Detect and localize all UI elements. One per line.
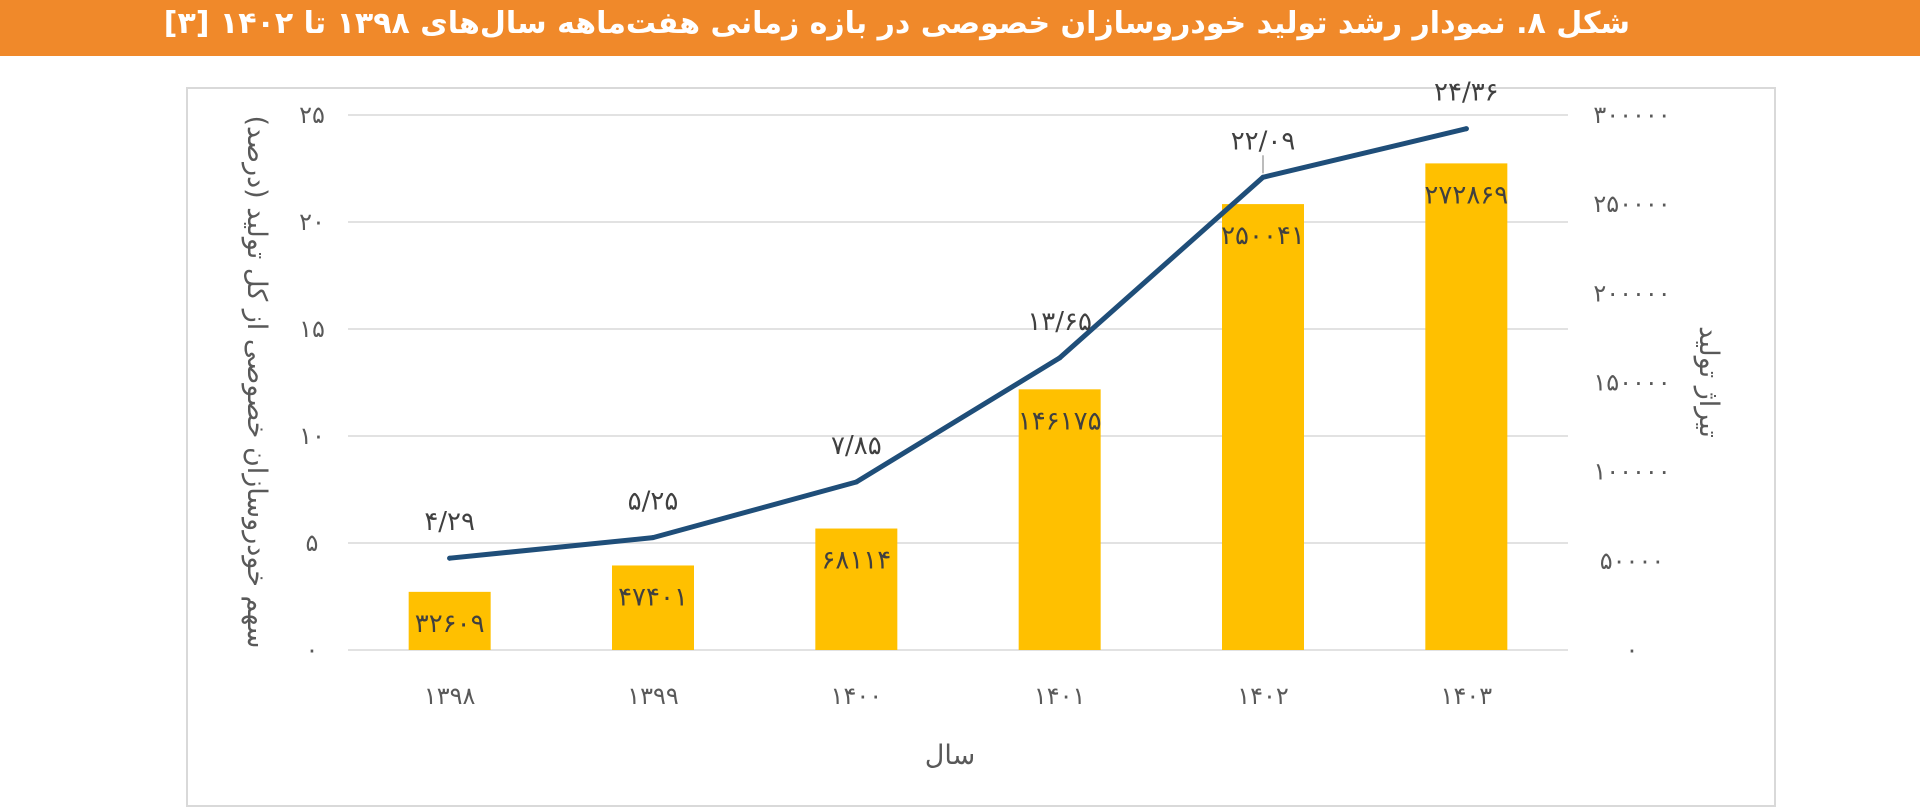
right-axis-tick-label: ۱۰۰۰۰۰ bbox=[1593, 458, 1670, 486]
line-point bbox=[1260, 174, 1266, 180]
line-data-label: ۲۲/۰۹ bbox=[1231, 126, 1296, 156]
bar-data-label: ۱۴۶۱۷۵ bbox=[1018, 406, 1102, 436]
line-data-label: ۲۴/۳۶ bbox=[1434, 78, 1499, 108]
bar-data-label: ۲۵۰۰۴۱ bbox=[1221, 221, 1305, 251]
right-axis-tick-label: ۲۵۰۰۰۰ bbox=[1593, 190, 1670, 218]
right-axis-tick-label: ۳۰۰۰۰۰ bbox=[1593, 101, 1670, 129]
right-axis-tick-label: ۲۰۰۰۰۰ bbox=[1593, 279, 1670, 307]
bar-data-label: ۲۷۲۸۶۹ bbox=[1424, 180, 1508, 210]
right-axis-title: تیراژ تولید bbox=[1693, 326, 1724, 438]
line-point bbox=[650, 535, 656, 541]
chart-frame bbox=[186, 87, 1776, 807]
line-data-label: ۵/۲۵ bbox=[628, 487, 679, 517]
bar bbox=[408, 591, 491, 650]
left-axis-tick-label: ۱۵ bbox=[299, 315, 325, 343]
left-axis-tick-label: ۰ bbox=[306, 636, 319, 664]
right-axis-tick-label: ۰ bbox=[1626, 636, 1639, 664]
line-data-label: ۱۳/۶۵ bbox=[1027, 307, 1092, 337]
bar bbox=[1018, 389, 1101, 650]
right-axis-tick-label: ۵۰۰۰۰ bbox=[1600, 547, 1664, 575]
x-axis-tick-label: ۱۳۹۸ bbox=[424, 682, 476, 710]
x-axis-tick-label: ۱۳۹۹ bbox=[627, 682, 679, 710]
left-axis-tick-label: ۱۰ bbox=[299, 422, 325, 450]
line-data-label: ۷/۸۵ bbox=[831, 431, 882, 461]
left-axis-tick-label: ۵ bbox=[306, 529, 319, 557]
right-axis-tick-label: ۱۵۰۰۰۰ bbox=[1593, 369, 1670, 397]
line-data-label: ۴/۲۹ bbox=[424, 507, 475, 537]
line-point bbox=[447, 555, 453, 561]
line-point bbox=[1463, 126, 1469, 132]
figure-header-bar: شکل ۸. نمودار رشد تولید خودروسازان خصوصی… bbox=[0, 0, 1920, 56]
left-axis-title: سهم خودروسازان خصوصی از کل تولید (درصد) bbox=[241, 115, 272, 648]
line-point bbox=[853, 479, 859, 485]
line-point bbox=[1057, 355, 1063, 361]
x-axis-tick-label: ۱۴۰۱ bbox=[1034, 682, 1086, 710]
x-axis-tick-label: ۱۴۰۳ bbox=[1441, 682, 1493, 710]
bar-data-label: ۴۷۴۰۱ bbox=[618, 582, 688, 612]
bar bbox=[815, 528, 898, 650]
x-axis-tick-label: ۱۴۰۲ bbox=[1237, 682, 1289, 710]
bar bbox=[1222, 204, 1304, 650]
x-axis-title: سال bbox=[925, 740, 975, 771]
left-axis-tick-label: ۲۰ bbox=[299, 208, 325, 236]
bar bbox=[1425, 163, 1508, 651]
bar bbox=[612, 565, 694, 650]
line-series bbox=[447, 126, 1469, 561]
x-axis-tick-label: ۱۴۰۰ bbox=[831, 682, 883, 710]
figure-title: شکل ۸. نمودار رشد تولید خودروسازان خصوصی… bbox=[163, 6, 1630, 41]
bar-data-label: ۳۲۶۰۹ bbox=[415, 609, 485, 639]
bar-data-label: ۶۸۱۱۴ bbox=[821, 546, 891, 576]
left-axis-tick-label: ۲۵ bbox=[299, 101, 325, 129]
combo-chart: ۰ ۵ ۱۰ ۱۵ ۲۰ ۲۵ ۰ ۵۰۰۰۰ ۱۰۰۰۰۰ ۱۵۰۰۰۰ ۲۰۰۰۰۰ ۲۵۰۰۰۰… bbox=[241, 78, 1724, 771]
